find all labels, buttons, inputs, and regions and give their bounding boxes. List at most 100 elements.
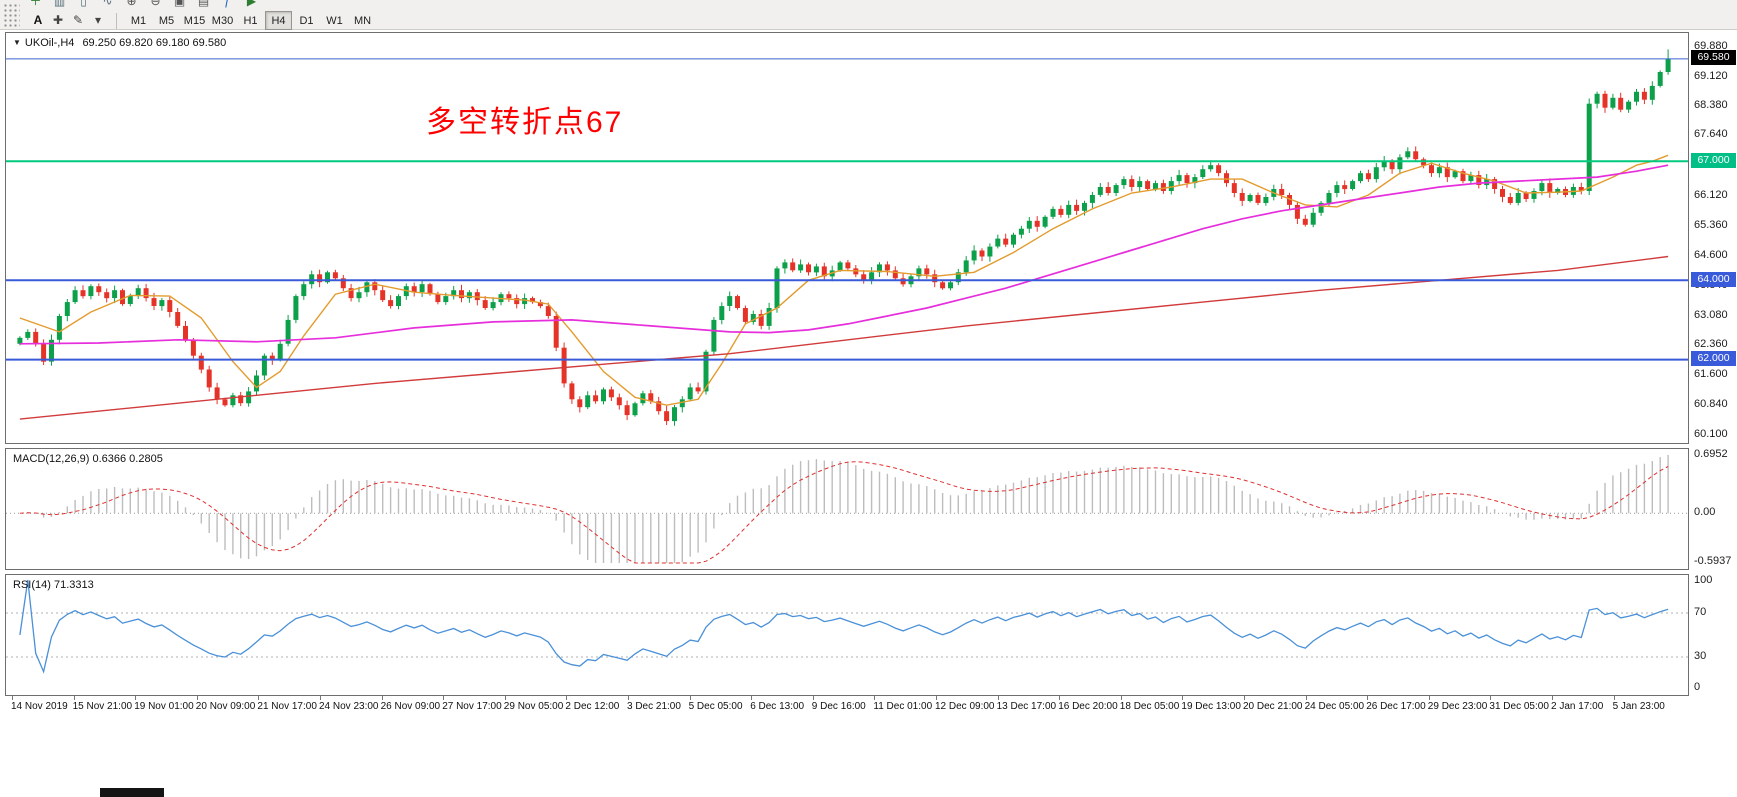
candlestick-chart-icon[interactable]: ▯: [80, 0, 87, 8]
time-axis-label: 2 Jan 17:00: [1551, 701, 1604, 712]
price-axis-tick: 61.600: [1694, 367, 1728, 380]
time-axis-tick: [12, 696, 13, 700]
time-axis-tick: [628, 696, 629, 700]
time-axis-label: 26 Nov 09:00: [380, 701, 441, 712]
new-chart-icon[interactable]: ▣: [173, 0, 186, 8]
time-axis-tick: [936, 696, 937, 700]
draw-tool-dropdown-icon[interactable]: ▾: [94, 12, 102, 27]
time-axis-label: 12 Dec 09:00: [935, 701, 995, 712]
profiles-icon[interactable]: ▤: [197, 0, 210, 8]
rsi-canvas[interactable]: [6, 575, 1688, 695]
macd-panel[interactable]: MACD(12,26,9) 0.6366 0.2805: [5, 448, 1689, 570]
bottom-black-bar: [100, 788, 164, 797]
timeframe-button-M15[interactable]: M15: [181, 11, 208, 30]
time-axis-tick: [812, 696, 814, 700]
macd-axis-tick: -0.5937: [1694, 555, 1732, 567]
time-axis-tick: [1552, 696, 1553, 700]
time-axis-tick: [1182, 696, 1184, 700]
timeframe-group: M1 M5 M15 M30 H1 H4 D1 W1 MN: [125, 11, 376, 30]
macd-histogram: [27, 455, 1669, 563]
price-axis-tick: 60.840: [1694, 398, 1728, 411]
timeframe-button-D1[interactable]: D1: [293, 11, 320, 30]
chart-area: ▼ UKOil-,H4 69.250 69.820 69.180 69.580 多空…: [0, 30, 1737, 717]
zoom-in-icon[interactable]: ⊕: [126, 0, 137, 8]
indicators-icon[interactable]: ƒ: [224, 0, 231, 8]
time-axis-label: 13 Dec 17:00: [996, 701, 1057, 712]
toolbar-tools-row: A ✚ ✎ ▾ M1 M5 M15 M30 H1 H4 D1 W1 MN: [28, 11, 376, 30]
timeframe-button-W1[interactable]: W1: [321, 11, 348, 30]
time-axis-tick: [320, 696, 321, 700]
timeframe-button-M5[interactable]: M5: [153, 11, 180, 30]
draw-tool-icon[interactable]: ✎: [72, 12, 84, 27]
price-chart-panel[interactable]: ▼ UKOil-,H4 69.250 69.820 69.180 69.580 多空…: [5, 32, 1689, 444]
ohlc-values: 69.250 69.820 69.180 69.580: [82, 37, 227, 49]
macd-label: MACD(12,26,9) 0.6366 0.2805: [13, 453, 163, 465]
time-axis-label: 11 Dec 01:00: [873, 701, 933, 712]
timeframe-button-M30[interactable]: M30: [209, 11, 236, 30]
time-axis-label: 5 Jan 23:00: [1612, 701, 1665, 712]
timeframe-button-MN[interactable]: MN: [349, 11, 376, 30]
price-axis-tick: 65.360: [1694, 218, 1728, 231]
last-price-label: 69.580: [1691, 50, 1736, 66]
price-axis-tick: 68.380: [1694, 99, 1728, 111]
bar-chart-icon[interactable]: ▥: [53, 0, 66, 8]
time-axis[interactable]: 14 Nov 2019 15 Nov 21:00 19 Nov 01:00 20 No…: [5, 696, 1689, 716]
time-axis-tick: [196, 696, 198, 700]
time-axis-label: 18 Dec 05:00: [1119, 701, 1180, 712]
time-axis-tick: [381, 696, 383, 700]
time-axis-label: 31 Dec 05:00: [1489, 701, 1549, 712]
rsi-axis: 100 70 30 0: [1691, 574, 1737, 696]
ma-mid-line: [19, 164, 1669, 345]
zoom-out-icon[interactable]: ⊖: [150, 0, 161, 8]
blue-line-upper-label: 64.000: [1691, 271, 1736, 287]
time-axis-label: 20 Dec 21:00: [1243, 701, 1303, 712]
macd-signal-line: [19, 461, 1669, 564]
blue-line-lower-label: 62.000: [1691, 351, 1736, 367]
time-axis-tick: [689, 696, 691, 700]
macd-canvas[interactable]: [6, 449, 1688, 569]
text-tool-icon[interactable]: A: [33, 12, 43, 27]
time-axis-tick: [751, 696, 753, 700]
price-axis: 69.88069.12068.38067.64066.86066.12065.3…: [1691, 32, 1737, 444]
time-axis-label: 19 Nov 01:00: [134, 701, 194, 712]
symbol-title: UKOil-,H4: [24, 37, 75, 49]
time-axis-label: 24 Dec 05:00: [1304, 701, 1365, 712]
price-axis-tick: 63.080: [1694, 309, 1728, 322]
price-axis-tick: 64.600: [1694, 248, 1728, 261]
ma-slow-line: [19, 255, 1669, 420]
rsi-axis-tick: 70: [1694, 605, 1707, 618]
macd-axis-tick: 0.6952: [1694, 448, 1728, 460]
time-axis-tick: [1367, 696, 1369, 700]
rsi-axis-tick: 100: [1694, 574, 1713, 586]
rsi-panel[interactable]: RSI(14) 71.3313: [5, 574, 1689, 696]
time-axis-label: 21 Nov 17:00: [257, 701, 317, 712]
time-axis-label: 29 Nov 05:00: [503, 701, 564, 712]
auto-trading-icon[interactable]: ▶: [246, 0, 257, 8]
line-chart-icon[interactable]: ∿: [102, 0, 113, 8]
crosshair-tool-icon[interactable]: ✚: [52, 12, 64, 27]
price-chart-canvas[interactable]: [6, 33, 1688, 443]
time-axis-tick: [504, 696, 506, 700]
chart-annotation-text: 多空转折点67: [426, 106, 624, 139]
time-axis-label: 15 Nov 21:00: [72, 701, 133, 712]
time-axis-label: 6 Dec 13:00: [750, 701, 805, 712]
main-toolbar: ＋ ▥ ▯ ∿ ⊕ ⊖ ▣ ▤ ƒ ▶ A ✚ ✎ ▾ M1 M5 M15 M30 H1 H4 D1 W1 MN: [0, 0, 1737, 30]
time-axis-label: 26 Dec 17:00: [1366, 701, 1426, 712]
time-axis-tick: [443, 696, 445, 700]
time-axis-tick: [1613, 696, 1615, 700]
symbol-dropdown-icon[interactable]: ▼: [13, 38, 21, 47]
price-axis-tick: 62.360: [1694, 337, 1728, 350]
time-axis-label: 27 Nov 17:00: [442, 701, 502, 712]
price-axis-tick: 67.640: [1694, 128, 1728, 141]
rsi-axis-tick: 0: [1694, 681, 1701, 693]
candles: [17, 49, 1671, 426]
macd-axis-tick: 0.00: [1694, 505, 1716, 518]
timeframe-button-M1[interactable]: M1: [125, 11, 152, 30]
price-axis-tick: 69.120: [1694, 69, 1728, 82]
pattern-grid-icon[interactable]: [3, 3, 20, 27]
new-order-icon[interactable]: ＋: [29, 0, 42, 8]
timeframe-button-H1[interactable]: H1: [237, 11, 264, 30]
time-axis-label: 19 Dec 13:00: [1181, 701, 1241, 712]
timeframe-button-H4[interactable]: H4: [265, 11, 292, 30]
time-axis-tick: [566, 696, 568, 700]
